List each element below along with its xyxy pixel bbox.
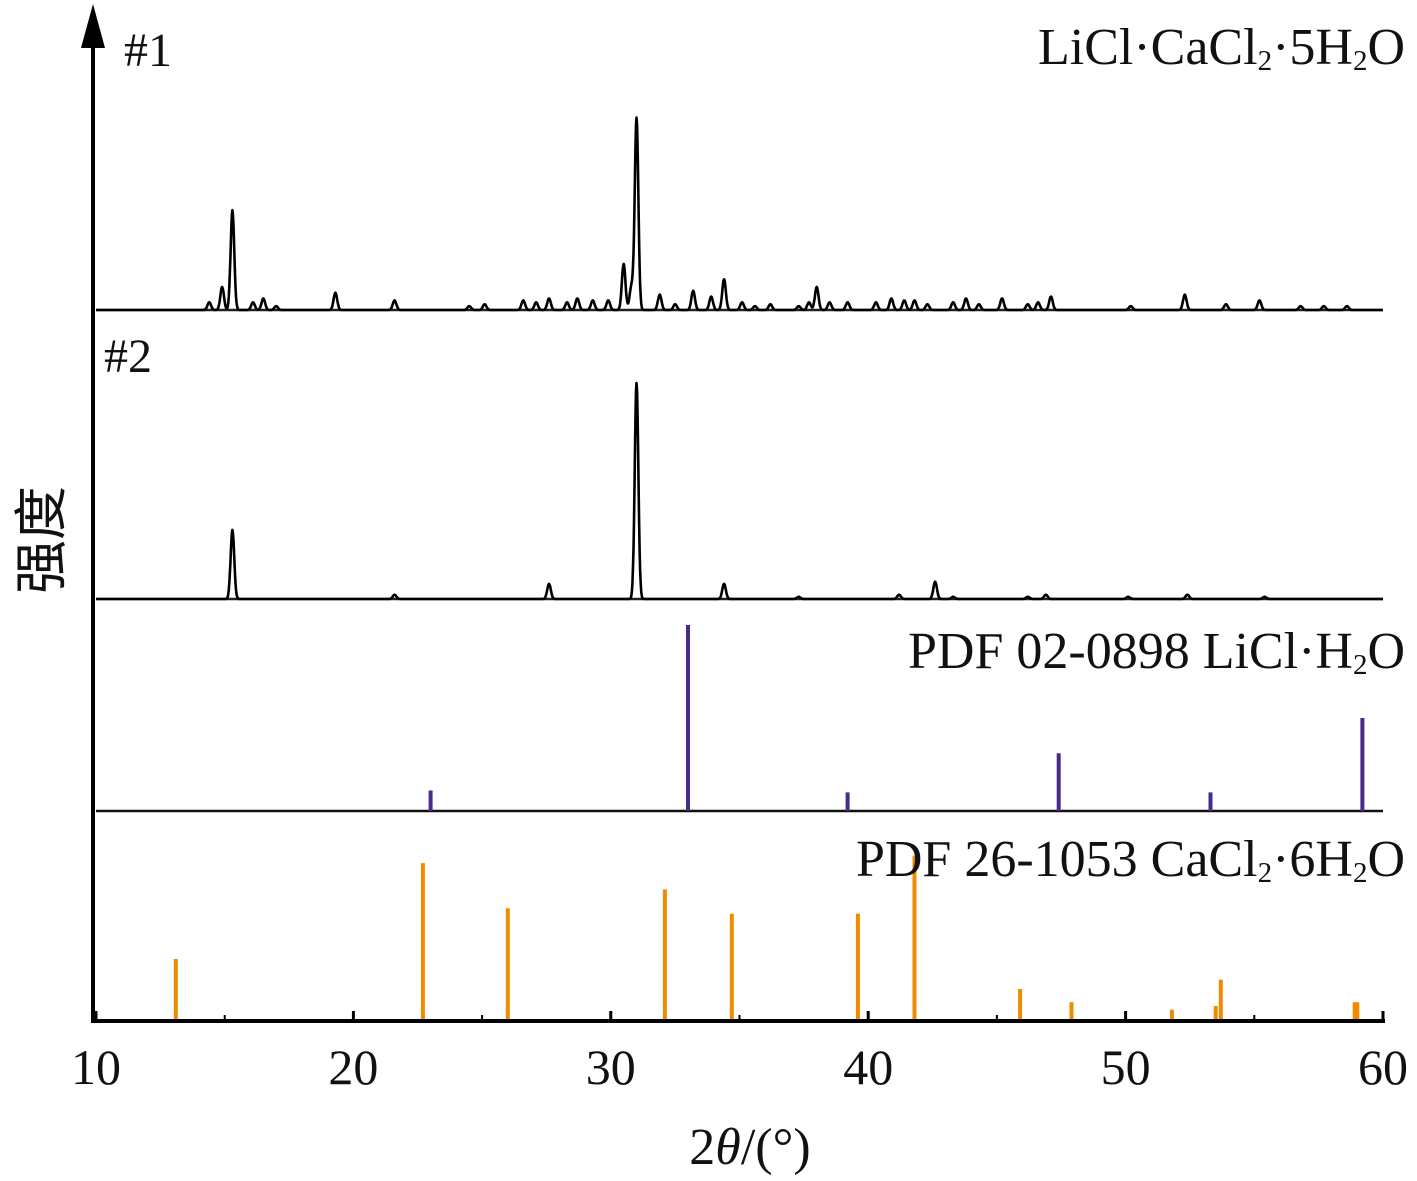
x-axis-title: 2θ/(°) bbox=[689, 1119, 810, 1176]
x-tick-label-1: 20 bbox=[328, 1039, 378, 1095]
peak-p1-44 bbox=[1050, 296, 1051, 297]
peak-p1-12 bbox=[548, 298, 549, 299]
peak-p1-0 bbox=[209, 302, 210, 303]
peak-p1-25 bbox=[742, 302, 743, 303]
pattern-line-p1 bbox=[95, 116, 1384, 312]
panel-p2 bbox=[95, 381, 1384, 601]
peak-p1-28 bbox=[798, 306, 799, 307]
peak-p1-7 bbox=[394, 300, 395, 301]
panel-label-p1: LiCl·CaCl2·5H2O bbox=[1038, 19, 1405, 77]
peak-p2-11 bbox=[1128, 596, 1129, 597]
peak-p1-3 bbox=[252, 302, 253, 303]
peak-p2-10 bbox=[1045, 594, 1046, 595]
peak-p1-21 bbox=[675, 304, 676, 305]
peak-p1-2 bbox=[232, 210, 233, 211]
peak-p1-34 bbox=[891, 298, 892, 299]
peak-p2-2 bbox=[548, 583, 549, 584]
x-tick-label-0: 10 bbox=[71, 1039, 121, 1095]
peak-p1-11 bbox=[536, 302, 537, 303]
peak-p1-45 bbox=[1130, 306, 1131, 307]
peak-p1-23 bbox=[711, 296, 712, 297]
peak-p2-9 bbox=[1027, 596, 1028, 597]
peak-p1-40 bbox=[978, 304, 979, 305]
pattern-line-p2 bbox=[95, 381, 1384, 601]
axes-group: 10 20 30 40 50 60 bbox=[71, 4, 1408, 1095]
peak-p1-43 bbox=[1038, 302, 1039, 303]
peak-p1-50 bbox=[1323, 306, 1324, 307]
peak-p1-35 bbox=[904, 300, 905, 301]
peak-p1-4 bbox=[263, 298, 264, 299]
peak-p1-5 bbox=[276, 306, 277, 307]
panel-p1 bbox=[95, 116, 1384, 312]
peak-p2-0 bbox=[232, 529, 233, 530]
peak-p2-7 bbox=[935, 581, 936, 582]
peak-p1-41 bbox=[1001, 298, 1002, 299]
x-tick-label-2: 30 bbox=[586, 1039, 636, 1095]
peak-p1-46 bbox=[1184, 294, 1185, 295]
peak-p2-4 bbox=[724, 583, 725, 584]
peak-p1-51 bbox=[1346, 306, 1347, 307]
panel-label-p3: PDF 02-0898 LiCl·H2O bbox=[908, 623, 1405, 681]
x-tick-label-5: 60 bbox=[1358, 1039, 1408, 1095]
peak-p1-19 bbox=[636, 117, 637, 118]
x-tick-label-3: 40 bbox=[843, 1039, 893, 1095]
panel-label-p4: PDF 26-1053 CaCl2·6H2O bbox=[856, 831, 1405, 889]
peak-p1-39 bbox=[965, 298, 966, 299]
peak-p1-10 bbox=[523, 300, 524, 301]
peak-p2-6 bbox=[899, 594, 900, 595]
labels-group: #1 LiCl·CaCl2·5H2O #2 PDF 02-0898 LiCl·H2O P… bbox=[10, 19, 1405, 1176]
peak-p1-17 bbox=[623, 263, 624, 264]
peak-p1-20 bbox=[659, 294, 660, 295]
peak-p1-31 bbox=[829, 302, 830, 303]
panel-tag-p2: #2 bbox=[104, 330, 152, 383]
peak-p1-16 bbox=[608, 300, 609, 301]
peak-p2-1 bbox=[394, 594, 395, 595]
x-tick-label-4: 50 bbox=[1101, 1039, 1151, 1095]
peak-p1-49 bbox=[1300, 306, 1301, 307]
peak-p1-15 bbox=[592, 300, 593, 301]
peak-p1-33 bbox=[875, 302, 876, 303]
peak-p2-8 bbox=[953, 596, 954, 597]
peak-p1-48 bbox=[1259, 300, 1260, 301]
peak-p1-26 bbox=[754, 306, 755, 307]
panel-tag-p1: #1 bbox=[124, 24, 172, 77]
peak-p1-14 bbox=[577, 298, 578, 299]
peak-p1-24 bbox=[724, 279, 725, 280]
peak-p2-5 bbox=[798, 596, 799, 597]
peak-p2-13 bbox=[1264, 596, 1265, 597]
peak-p2-3 bbox=[636, 382, 637, 383]
peak-p1-32 bbox=[847, 302, 848, 303]
peak-p1-8 bbox=[469, 306, 470, 307]
y-axis-title: 强度 bbox=[10, 486, 73, 594]
peak-p1-1 bbox=[222, 286, 223, 287]
peak-p1-18 bbox=[631, 286, 632, 287]
peak-p1-27 bbox=[770, 304, 771, 305]
peak-p1-13 bbox=[566, 302, 567, 303]
peak-p1-30 bbox=[816, 286, 817, 287]
peak-p1-6 bbox=[335, 292, 336, 293]
peak-p1-29 bbox=[808, 302, 809, 303]
peak-p1-47 bbox=[1225, 304, 1226, 305]
peak-p1-22 bbox=[693, 290, 694, 291]
peak-p1-38 bbox=[953, 302, 954, 303]
peak-p1-36 bbox=[914, 300, 915, 301]
y-axis-arrow-icon bbox=[81, 4, 105, 48]
panel-p3 bbox=[96, 625, 1383, 813]
peak-p1-42 bbox=[1027, 304, 1028, 305]
peak-p1-37 bbox=[927, 304, 928, 305]
peak-p1-9 bbox=[484, 304, 485, 305]
peak-p2-12 bbox=[1187, 594, 1188, 595]
